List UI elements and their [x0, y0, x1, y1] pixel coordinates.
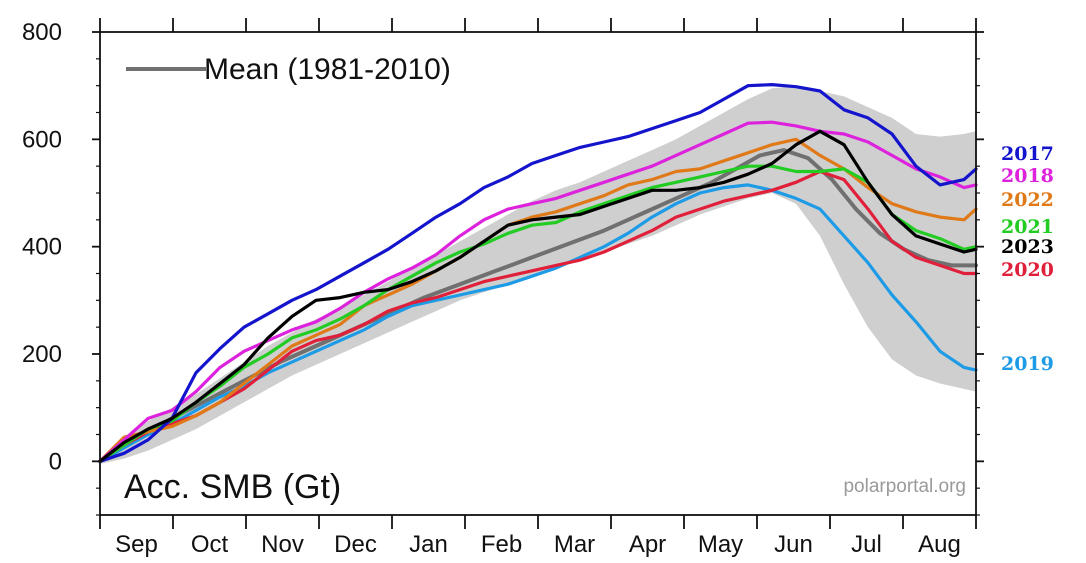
- x-tick-label-jun: Jun: [774, 531, 813, 558]
- series-line-2018: [98, 120, 978, 463]
- source-credit: polarportal.org: [843, 476, 966, 497]
- year-label-2023: 2023: [1001, 236, 1054, 258]
- y-axis: 0 200 400 600 800: [22, 19, 984, 516]
- series-line-2023: [98, 129, 978, 463]
- year-label-2019: 2019: [1001, 353, 1054, 375]
- x-tick-label-dec: Dec: [334, 531, 377, 558]
- year-label-2021: 2021: [1001, 216, 1054, 238]
- x-tick-label-apr: Apr: [629, 531, 666, 558]
- mean-range-band: [100, 85, 976, 464]
- mean-range-layer: [100, 85, 976, 464]
- year-label-2022: 2022: [1001, 189, 1054, 211]
- y-tick-label-0: 0: [49, 448, 62, 475]
- series-line-2021: [98, 164, 978, 463]
- legend-mean-label: Mean (1981-2010): [204, 53, 451, 86]
- legend: Mean (1981-2010): [126, 53, 451, 86]
- x-tick-label-jul: Jul: [851, 531, 882, 558]
- series-line-2020: [98, 169, 978, 463]
- year-label-2020: 2020: [1001, 259, 1054, 281]
- x-tick-label-may: May: [698, 531, 743, 558]
- x-tick-label-jan: Jan: [409, 531, 448, 558]
- y-tick-label-200: 200: [22, 341, 62, 368]
- series-line-2017: [98, 82, 978, 463]
- x-tick-label-nov: Nov: [261, 531, 304, 558]
- y-tick-label-800: 800: [22, 19, 62, 46]
- x-tick-label-oct: Oct: [191, 531, 229, 558]
- y-tick-label-600: 600: [22, 126, 62, 153]
- year-label-2018: 2018: [1001, 165, 1054, 187]
- x-tick-label-sep: Sep: [115, 531, 158, 558]
- year-label-2017: 2017: [1001, 143, 1054, 165]
- y-tick-label-400: 400: [22, 234, 62, 261]
- x-axis: Sep Oct Nov Dec Jan Feb Mar Apr May Jun Jul Aug: [99, 18, 977, 558]
- x-tick-label-feb: Feb: [481, 531, 522, 558]
- x-tick-label-aug: Aug: [918, 531, 961, 558]
- chart-title: Acc. SMB (Gt): [124, 468, 341, 506]
- x-tick-label-mar: Mar: [554, 531, 595, 558]
- series-line-2022: [98, 137, 978, 463]
- series-layer: [98, 82, 978, 464]
